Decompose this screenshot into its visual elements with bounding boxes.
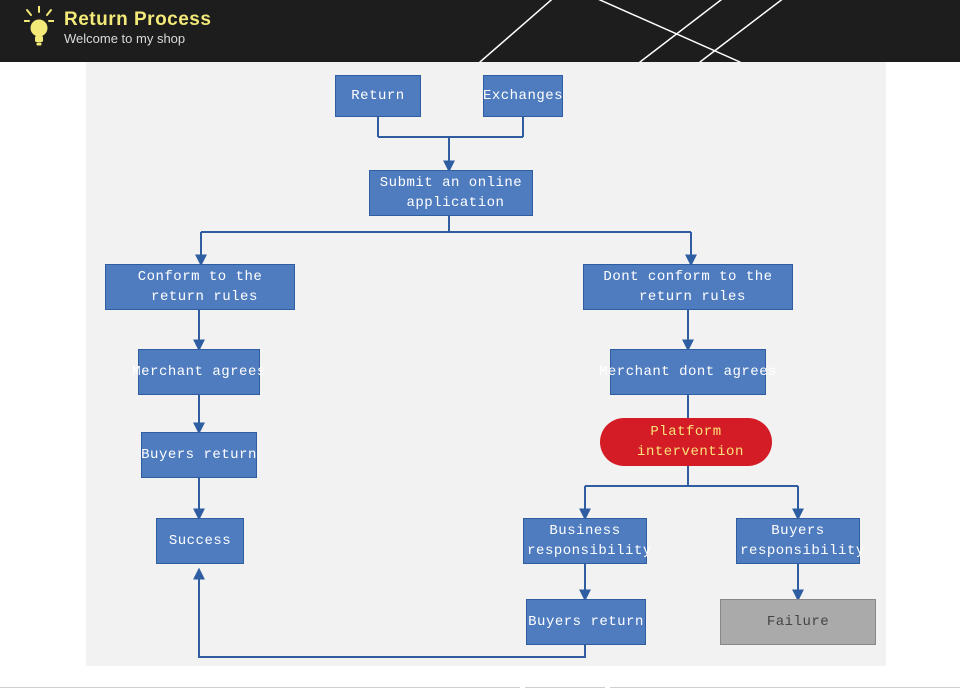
header-title: Return Process xyxy=(64,10,211,30)
node-success: Success xyxy=(156,518,244,564)
node-buyresp: Buyers responsibility xyxy=(736,518,860,564)
node-bizresp: Business responsibility xyxy=(523,518,647,564)
header: Return Process Welcome to my shop xyxy=(0,0,960,62)
node-failure: Failure xyxy=(720,599,876,645)
node-magree: Merchant agrees xyxy=(138,349,260,395)
node-buyret2: Buyers return xyxy=(526,599,646,645)
lightbulb-icon xyxy=(24,6,54,50)
node-return: Return xyxy=(335,75,421,117)
logo: Return Process Welcome to my shop xyxy=(24,6,211,50)
footer-rule-right xyxy=(610,687,960,688)
node-nonconform: Dont conform to the return rules xyxy=(583,264,793,310)
footer-rule-mid xyxy=(525,687,605,688)
node-mdisagree: Merchant dont agrees xyxy=(610,349,766,395)
node-conform: Conform to the return rules xyxy=(105,264,295,310)
node-submit: Submit an online application xyxy=(369,170,533,216)
node-exchanges: Exchanges xyxy=(483,75,563,117)
flowchart-canvas: Return Exchanges Submit an online applicat… xyxy=(86,62,886,666)
node-buyret1: Buyers return xyxy=(141,432,257,478)
node-platform: Platform intervention xyxy=(600,418,772,466)
header-subtitle: Welcome to my shop xyxy=(64,32,211,46)
footer-rule-left xyxy=(0,687,520,688)
